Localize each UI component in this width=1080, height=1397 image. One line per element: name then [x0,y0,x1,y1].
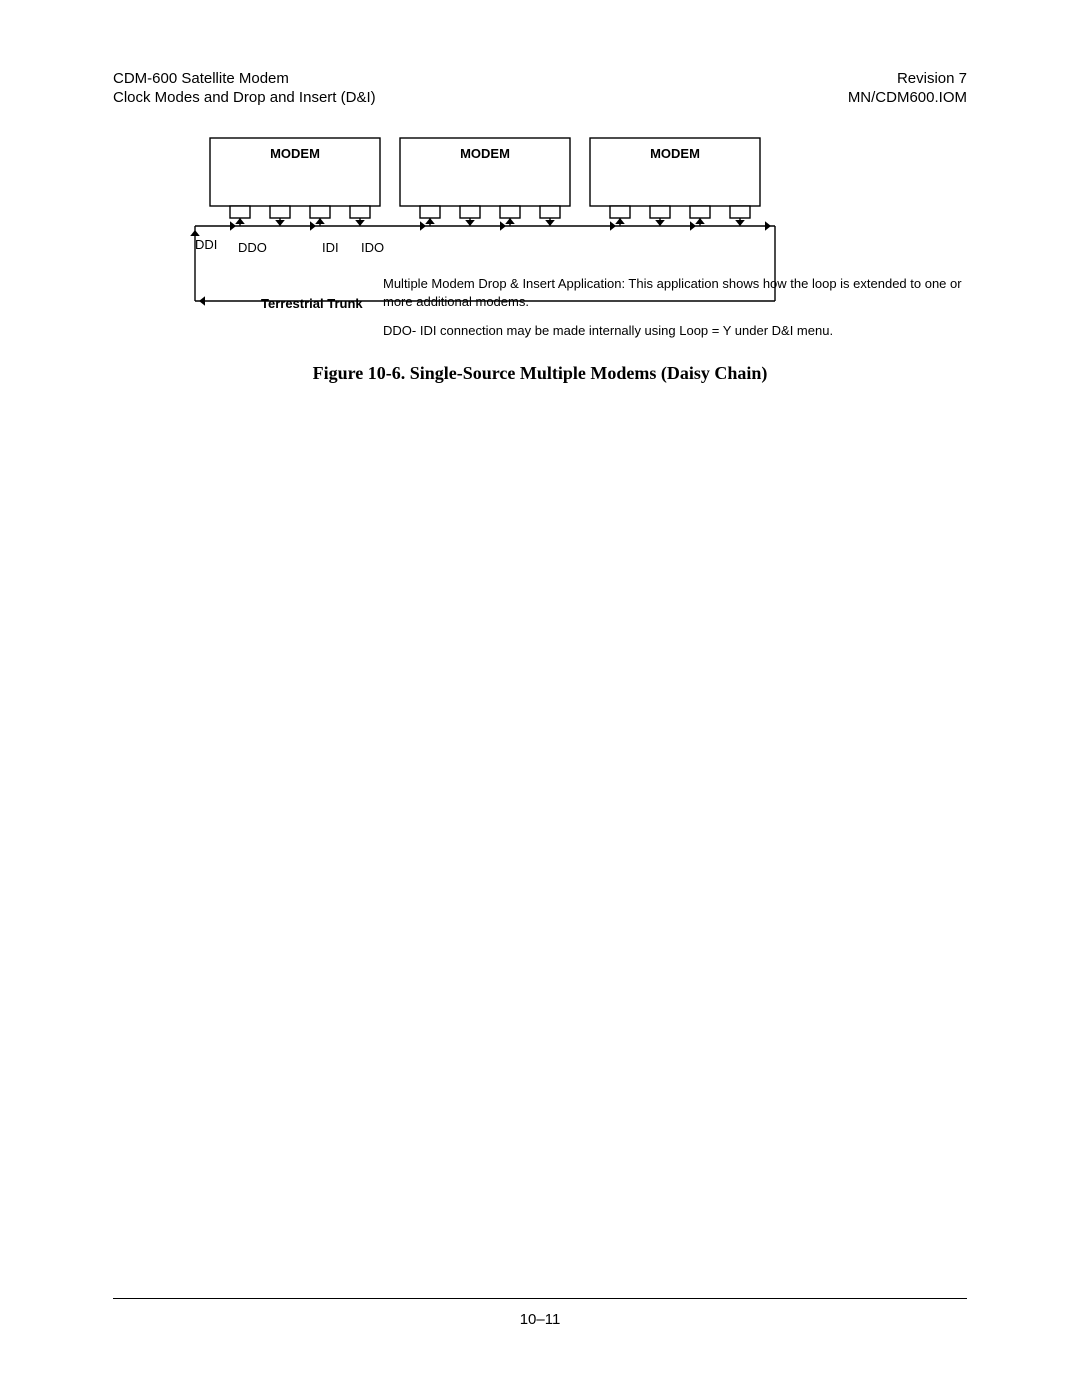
port-label-ido: IDO [361,240,384,255]
header-left: CDM-600 Satellite Modem Clock Modes and … [113,70,376,108]
figure-caption: Figure 10-6. Single-Source Multiple Mode… [0,363,1080,384]
document-page: CDM-600 Satellite Modem Clock Modes and … [0,0,1080,1397]
port-label-ddi: DDI [195,237,217,252]
page-number: 10–11 [0,1311,1080,1328]
footer-rule [113,1298,967,1299]
svg-text:MODEM: MODEM [270,146,320,161]
svg-text:MODEM: MODEM [650,146,700,161]
terrestrial-trunk-label: Terrestrial Trunk [261,296,363,311]
header-right: Revision 7 MN/CDM600.IOM [848,70,967,108]
port-label-idi: IDI [322,240,339,255]
diagram-note: DDO- IDI connection may be made internal… [383,323,973,338]
doc-code: MN/CDM600.IOM [848,89,967,108]
diagram-description: Multiple Modem Drop & Insert Application… [383,275,973,310]
port-label-ddo: DDO [238,240,267,255]
doc-title: CDM-600 Satellite Modem [113,70,376,89]
doc-subtitle: Clock Modes and Drop and Insert (D&I) [113,89,376,108]
revision: Revision 7 [848,70,967,89]
page-header: CDM-600 Satellite Modem Clock Modes and … [113,70,967,108]
svg-text:MODEM: MODEM [460,146,510,161]
